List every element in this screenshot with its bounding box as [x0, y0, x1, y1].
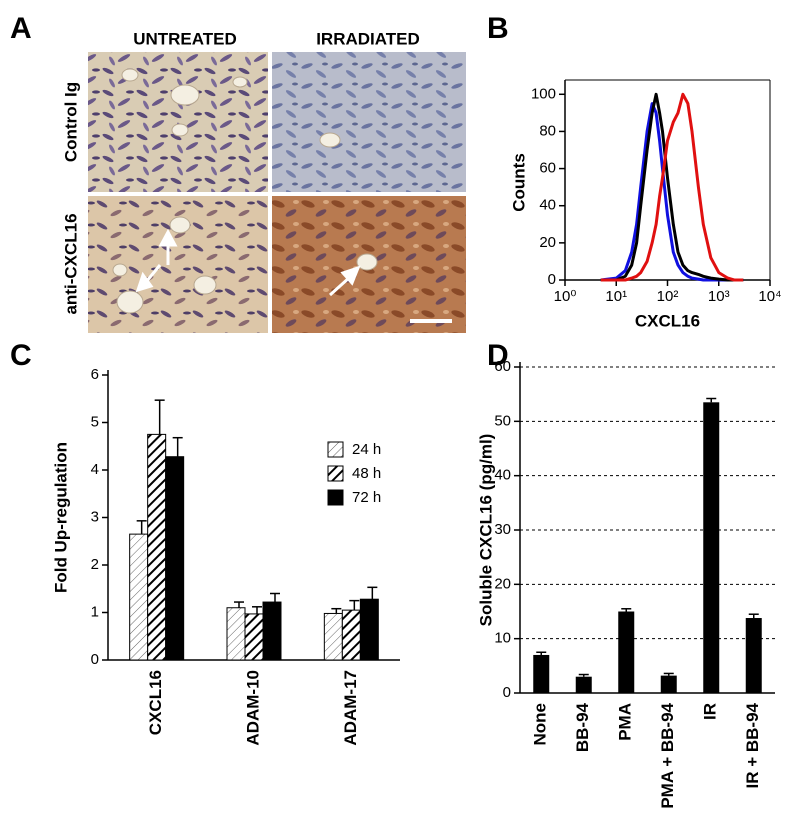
row-label: anti-CXCL16: [61, 213, 80, 314]
bar: [226, 607, 246, 661]
y-axis-title: Soluble CXCL16 (pg/ml): [476, 434, 495, 627]
series-line: [600, 92, 744, 282]
x-axis-title: CXCL16: [635, 311, 700, 330]
bar: [147, 433, 167, 661]
legend-swatch: [327, 465, 344, 482]
chart: D Soluble CXCL16 (pg/ml) 0 10 20 30 40 50 60 None…: [476, 339, 775, 809]
y-tick-label: 40: [494, 467, 511, 484]
y-tick-label: 60: [539, 160, 556, 177]
panel-label: C: [10, 339, 32, 372]
micrograph: [88, 52, 268, 192]
panel-a: A UNTREATED IRRADIATED Control Ig anti-C…: [10, 12, 466, 333]
y-tick-label: 100: [531, 85, 556, 102]
bar: [660, 675, 677, 693]
bar: [165, 456, 185, 661]
y-tick-label: 5: [91, 413, 99, 430]
micrograph: [88, 196, 268, 333]
y-tick-label: 30: [494, 521, 511, 538]
arrows: [135, 228, 452, 323]
column-label: UNTREATED: [133, 29, 237, 48]
legend-swatch: [327, 441, 344, 458]
y-tick-label: 40: [539, 197, 556, 214]
y-tick-label: 20: [539, 234, 556, 251]
vessels: [112, 68, 378, 314]
bar: [533, 654, 550, 693]
panel-label: B: [487, 12, 509, 45]
y-axis-title: Fold Up-regulation: [51, 442, 70, 593]
y-tick-label: 6: [91, 366, 99, 383]
y-tick-label: 60: [494, 358, 511, 375]
y-tick-label: 10: [494, 630, 511, 647]
x-tick-label: 10²: [657, 288, 679, 305]
y-tick-label: 20: [494, 575, 511, 592]
bar: [359, 598, 379, 661]
y-axis-title: Counts: [509, 153, 528, 212]
bar: [341, 609, 361, 661]
x-tick-label: CXCL16: [146, 670, 165, 735]
column-label: IRRADIATED: [316, 29, 420, 48]
y-tick-label: 3: [91, 508, 99, 525]
chart: C Fold Up-regulation 0 1 2 3 4 5 6 CXCL16 ADAM-10 A…: [10, 339, 400, 746]
legend-label: 72 h: [352, 489, 381, 506]
x-tick-label: PMA + BB-94: [658, 702, 677, 808]
bar: [618, 611, 635, 693]
bar: [745, 618, 762, 693]
y-tick-label: 4: [91, 461, 99, 478]
y-tick-label: 0: [548, 271, 556, 288]
chart: B Counts 0 20 40 60 80 100 10⁰ 10¹ 10² 10³ 10⁴ CXCL16: [487, 12, 782, 331]
x-tick-label: PMA: [616, 703, 635, 741]
x-tick-label: BB-94: [573, 702, 592, 752]
y-tick-label: 0: [91, 651, 99, 668]
y-tick-label: 1: [91, 603, 99, 620]
x-tick-label: ADAM-10: [243, 670, 262, 746]
bar: [323, 612, 343, 661]
row-label: Control Ig: [61, 82, 80, 162]
x-tick-label: 10⁴: [758, 288, 781, 305]
x-tick-label: None: [531, 703, 550, 746]
y-tick-label: 0: [503, 684, 511, 701]
bar: [262, 601, 282, 661]
series-line: [600, 92, 744, 282]
y-tick-label: 2: [91, 556, 99, 573]
x-tick-label: 10³: [708, 288, 730, 305]
bar: [703, 402, 720, 693]
series-line: [600, 102, 744, 282]
panel-label: D: [487, 339, 509, 372]
bar: [129, 533, 149, 661]
x-tick-label: 10⁰: [554, 288, 577, 305]
bar: [575, 676, 592, 693]
panel-label: A: [10, 12, 32, 45]
legend-label: 48 h: [352, 465, 381, 482]
x-tick-label: IR + BB-94: [743, 702, 762, 788]
legend-label: 24 h: [352, 441, 381, 458]
bar: [244, 613, 264, 661]
x-tick-label: ADAM-17: [341, 670, 360, 746]
x-tick-label: 10¹: [605, 288, 627, 305]
legend-swatch: [327, 489, 344, 506]
x-tick-label: IR: [701, 703, 720, 720]
micrograph: [272, 52, 466, 192]
y-tick-label: 80: [539, 122, 556, 139]
y-tick-label: 50: [494, 412, 511, 429]
